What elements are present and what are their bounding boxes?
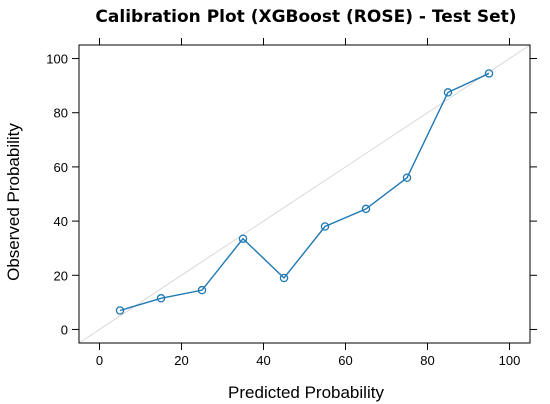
y-tick-label: 20 — [54, 268, 68, 283]
reference-diagonal-line — [78, 44, 531, 344]
y-axis: 0 20 40 60 80 100 — [46, 52, 79, 337]
right-axis-ticks — [530, 58, 537, 330]
y-tick-label: 0 — [61, 322, 68, 337]
data-point — [484, 69, 494, 78]
x-tick-label: 100 — [499, 353, 521, 368]
data-point — [197, 285, 207, 295]
plot-area — [78, 44, 531, 344]
data-point — [443, 88, 453, 97]
data-point — [115, 306, 125, 315]
y-tick-label: 60 — [54, 160, 68, 175]
y-tick-label: 100 — [46, 52, 68, 67]
y-axis-label: Observed Probability — [4, 123, 23, 281]
data-point — [279, 273, 289, 283]
calibration-points — [115, 69, 494, 315]
chart-title: Calibration Plot (XGBoost (ROSE) - Test … — [95, 7, 516, 27]
data-point — [320, 222, 330, 231]
data-point — [156, 294, 166, 303]
x-tick-label: 60 — [338, 353, 352, 368]
y-tick-label: 80 — [54, 106, 68, 121]
x-tick-label: 0 — [96, 353, 103, 368]
y-tick-label: 40 — [54, 214, 68, 229]
data-point — [361, 204, 371, 214]
x-tick-label: 40 — [256, 353, 270, 368]
data-point — [402, 173, 412, 182]
x-tick-label: 20 — [174, 353, 188, 368]
calibration-series-line — [119, 72, 490, 312]
x-axis: 0 20 40 60 80 100 — [96, 343, 520, 368]
plot-frame — [78, 44, 531, 344]
x-tick-label: 80 — [420, 353, 434, 368]
data-point — [238, 234, 248, 243]
top-axis-ticks — [99, 38, 510, 45]
x-axis-label: Predicted Probability — [228, 383, 384, 402]
